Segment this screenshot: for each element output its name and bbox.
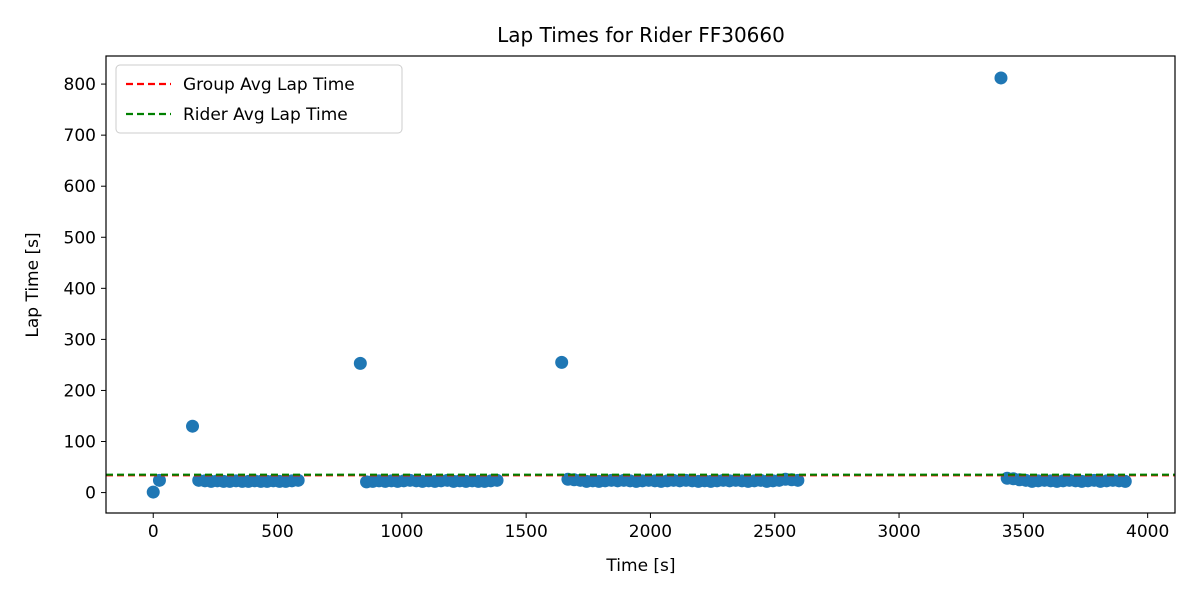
data-point xyxy=(152,473,166,487)
x-tick-label: 4000 xyxy=(1126,522,1169,542)
x-tick-label: 0 xyxy=(148,522,159,542)
data-point xyxy=(186,419,200,433)
legend-label-group-avg: Group Avg Lap Time xyxy=(183,75,355,95)
x-tick-label: 2500 xyxy=(753,522,796,542)
data-point xyxy=(791,473,805,487)
data-point xyxy=(291,473,305,487)
x-axis-ticks: 0 500 1000 1500 2000 2500 3000 3500 4000 xyxy=(148,513,1169,542)
data-point xyxy=(146,485,160,499)
legend: Group Avg Lap Time Rider Avg Lap Time xyxy=(115,64,403,134)
y-tick-label: 800 xyxy=(64,75,96,95)
chart-title: Lap Times for Rider FF30660 xyxy=(497,23,785,47)
x-tick-label: 3000 xyxy=(877,522,920,542)
y-tick-label: 500 xyxy=(64,228,96,248)
x-tick-label: 1500 xyxy=(505,522,548,542)
y-tick-label: 300 xyxy=(64,330,96,350)
y-tick-label: 600 xyxy=(64,177,96,197)
y-tick-label: 700 xyxy=(64,126,96,146)
x-tick-label: 1000 xyxy=(380,522,423,542)
data-point xyxy=(490,473,504,487)
y-tick-label: 100 xyxy=(64,433,96,453)
legend-box xyxy=(115,64,403,134)
y-axis-title: Lap Time [s] xyxy=(23,232,43,337)
data-point xyxy=(555,355,569,369)
legend-label-rider-avg: Rider Avg Lap Time xyxy=(183,105,348,125)
x-axis-title: Time [s] xyxy=(605,556,675,576)
data-point xyxy=(353,356,367,370)
y-tick-label: 400 xyxy=(64,279,96,299)
data-point xyxy=(1118,474,1132,488)
y-axis-ticks: 0 100 200 300 400 500 600 700 800 xyxy=(64,75,106,504)
plot-marks xyxy=(106,71,1175,499)
x-tick-label: 3500 xyxy=(1002,522,1045,542)
y-tick-label: 0 xyxy=(85,484,96,504)
x-tick-label: 500 xyxy=(261,522,293,542)
plot-frame xyxy=(105,55,1176,514)
y-tick-label: 200 xyxy=(64,381,96,401)
data-point xyxy=(994,71,1008,85)
x-tick-label: 2000 xyxy=(629,522,672,542)
